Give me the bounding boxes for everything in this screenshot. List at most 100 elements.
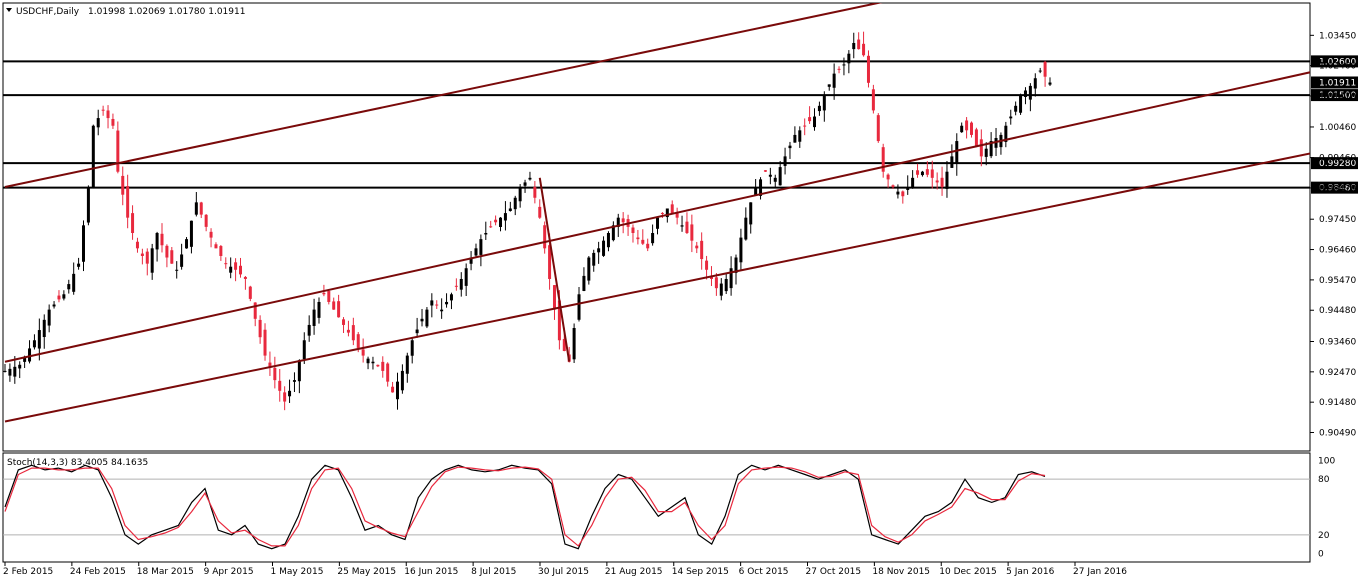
candle-body: [538, 206, 542, 218]
candle-body: [283, 392, 287, 402]
level-price-tag: [1311, 181, 1358, 194]
candle-body: [562, 338, 566, 351]
candle-body: [91, 125, 95, 188]
candle-body: [199, 202, 203, 215]
candle-body: [8, 368, 12, 376]
x-tick-label: 24 Feb 2015: [70, 567, 126, 577]
candle-body: [170, 250, 174, 264]
candle-body: [979, 139, 983, 157]
candle-body: [768, 174, 772, 177]
candle-body: [606, 233, 610, 248]
candle-body: [180, 254, 184, 267]
candle-body: [665, 208, 669, 218]
candle-body: [175, 269, 179, 271]
channel-line[interactable]: [4, 0, 1358, 363]
candle-body: [763, 170, 767, 172]
candle-body: [847, 53, 851, 64]
candle-body: [587, 257, 591, 281]
candle-body: [322, 292, 326, 295]
candle-body: [229, 266, 233, 273]
candle-body: [857, 39, 861, 50]
candle-body: [214, 244, 218, 249]
candle-body: [685, 221, 689, 233]
candle-body: [77, 263, 81, 267]
candle-body: [376, 364, 380, 367]
candle-body: [1014, 105, 1018, 112]
y-tick-label: 1.01470: [1319, 92, 1356, 102]
candle-body: [1038, 70, 1042, 72]
candle-body: [965, 120, 969, 131]
candle-body: [744, 217, 748, 240]
symbol-label: USDCHF,Daily: [16, 7, 80, 17]
x-tick-label: 27 Jan 2016: [1073, 567, 1127, 577]
candle-body: [974, 129, 978, 146]
candle-body: [116, 130, 120, 172]
candle-body: [400, 370, 404, 391]
stoch-y-tick-label: 0: [1318, 549, 1324, 559]
candle-body: [656, 217, 660, 229]
candle-body: [989, 141, 993, 157]
current-price-label: 1.01911: [1319, 78, 1356, 88]
candle-body: [67, 284, 71, 290]
candle-body: [489, 226, 493, 228]
y-tick-label: 0.92470: [1319, 368, 1356, 378]
candle-body: [346, 329, 350, 333]
candle-body: [572, 328, 576, 360]
candle-body: [484, 233, 488, 235]
candle-body: [842, 64, 846, 66]
candle-body: [42, 319, 46, 338]
collapse-triangle-icon[interactable]: [6, 8, 12, 12]
candle-body: [729, 268, 733, 289]
candle-body: [204, 214, 208, 227]
candle-body: [896, 191, 900, 195]
candle-body: [636, 237, 640, 240]
candle-body: [631, 227, 635, 233]
channel-line[interactable]: [4, 0, 1358, 189]
candle-body: [13, 366, 17, 377]
candle-body: [817, 105, 821, 112]
candle-body: [459, 278, 463, 290]
candle-body: [165, 245, 169, 258]
candle-body: [621, 218, 625, 223]
candle-body: [822, 95, 826, 111]
stoch-y-tick-label: 100: [1318, 457, 1335, 467]
candle-body: [700, 240, 704, 260]
candle-body: [81, 225, 85, 262]
x-tick-label: 14 Sep 2015: [672, 567, 729, 577]
candle-body: [592, 252, 596, 266]
candle-body: [111, 118, 115, 126]
x-tick-label: 2 Feb 2015: [3, 567, 53, 577]
candle-body: [356, 334, 360, 348]
y-tick-label: 0.95470: [1319, 276, 1356, 286]
channel-line[interactable]: [4, 18, 1358, 423]
pitchfork-handle-line[interactable]: [538, 177, 571, 362]
candle-body: [508, 208, 512, 211]
candle-body: [503, 213, 507, 221]
y-tick-label: 1.02460: [1319, 62, 1356, 72]
stoch-label: Stoch(14,3,3) 83.4005 84.1635: [7, 458, 148, 468]
candle-body: [1043, 61, 1047, 77]
candle-body: [342, 319, 346, 325]
candle-body: [238, 265, 242, 275]
candle-body: [297, 360, 301, 382]
candle-body: [288, 390, 292, 397]
y-tick-label: 0.97450: [1319, 215, 1356, 225]
candle-body: [518, 187, 522, 202]
candle-body: [955, 141, 959, 164]
stoch-y-tick-label: 20: [1318, 531, 1330, 541]
candle-body: [32, 340, 36, 348]
candle-body: [611, 225, 615, 241]
candle-body: [1033, 78, 1037, 89]
x-tick-label: 25 May 2015: [337, 567, 396, 577]
x-tick-label: 16 Jun 2015: [404, 567, 458, 577]
candle-body: [258, 319, 262, 338]
candle-body: [62, 294, 66, 299]
candle-body: [901, 191, 905, 197]
candle-body: [719, 283, 723, 296]
candle-body: [234, 262, 238, 270]
candle-body: [646, 243, 650, 249]
x-tick-label: 1 May 2015: [271, 567, 324, 577]
y-tick-label: 0.91480: [1319, 398, 1356, 408]
